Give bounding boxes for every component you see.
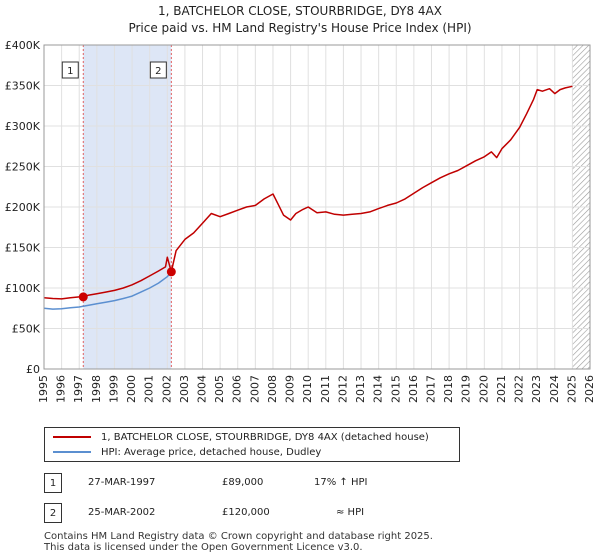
x-tick-label: 2004 — [196, 375, 209, 403]
x-tick-label: 2018 — [442, 375, 455, 403]
legend-swatch-hpi — [53, 451, 91, 453]
x-tick-label: 1997 — [72, 375, 85, 403]
x-tick-label: 2020 — [477, 375, 490, 403]
sale-point — [166, 267, 176, 277]
footer-licence: This data is licensed under the Open Gov… — [44, 542, 363, 553]
x-tick-label: 2015 — [389, 375, 402, 403]
x-tick-label: 2017 — [424, 375, 437, 403]
x-tick-label: 2010 — [301, 375, 314, 403]
x-tick-label: 2019 — [460, 375, 473, 403]
chart-title: 1, BATCHELOR CLOSE, STOURBRIDGE, DY8 4AX — [158, 4, 442, 18]
x-tick-label: 2011 — [319, 375, 332, 403]
sale-label-box — [149, 61, 167, 79]
y-tick-label: £150K — [5, 242, 41, 255]
x-tick-label: 1995 — [37, 375, 50, 403]
legend-swatch-property — [53, 436, 91, 438]
x-tick-label: 2025 — [565, 375, 578, 403]
transaction-price: £89,000 — [222, 477, 264, 488]
y-tick-label: £300K — [5, 120, 41, 133]
y-tick-label: £0 — [26, 363, 40, 376]
x-tick-label: 2024 — [548, 375, 561, 403]
x-tick-label: 2007 — [248, 375, 261, 403]
series-line — [43, 271, 172, 310]
sale-label: 1 — [67, 66, 73, 77]
footer-copyright: Contains HM Land Registry data © Crown c… — [44, 531, 433, 542]
sale-point — [78, 292, 88, 302]
x-tick-label: 2005 — [213, 375, 226, 403]
plot-frame — [43, 44, 591, 370]
x-tick-label: 2006 — [231, 375, 244, 403]
x-tick-label: 1996 — [55, 375, 68, 403]
x-tick-label: 2021 — [495, 375, 508, 403]
x-tick-label: 2014 — [372, 375, 385, 403]
x-tick-label: 2023 — [530, 375, 543, 403]
x-tick-label: 2002 — [160, 375, 173, 403]
legend-label-property: 1, BATCHELOR CLOSE, STOURBRIDGE, DY8 4AX… — [101, 431, 429, 443]
x-tick-label: 2003 — [178, 375, 191, 403]
footer: Contains HM Land Registry data © Crown c… — [44, 531, 433, 553]
y-tick-label: £400K — [5, 39, 41, 52]
y-tick-label: £100K — [5, 282, 41, 295]
x-tick-label: 2009 — [284, 375, 297, 403]
sale-label-box — [61, 61, 79, 79]
x-tick-label: 2016 — [407, 375, 420, 403]
legend-item-hpi: HPI: Average price, detached house, Dudl… — [53, 445, 321, 459]
transaction-date: 27-MAR-1997 — [88, 477, 156, 488]
x-tick-label: 2012 — [336, 375, 349, 403]
x-tick-label: 2001 — [143, 375, 156, 403]
transaction-hpi: 17% ↑ HPI — [314, 477, 368, 488]
y-tick-label: £250K — [5, 161, 41, 174]
transaction-hpi: ≈ HPI — [336, 507, 365, 518]
line-chart: £0 £50K £100K £150K £200K £250K £300K £350K £400… — [5, 39, 596, 403]
y-tick-label: £200K — [5, 201, 41, 214]
y-tick-label: £350K — [5, 80, 41, 93]
x-tick-label: 2000 — [125, 375, 138, 403]
legend-item-property: 1, BATCHELOR CLOSE, STOURBRIDGE, DY8 4AX… — [53, 430, 429, 444]
x-tick-label: 2022 — [513, 375, 526, 403]
x-tick-label: 2026 — [583, 375, 596, 403]
chart-subtitle: Price paid vs. HM Land Registry's House … — [128, 21, 472, 35]
transaction-number: 1 — [44, 473, 62, 493]
legend: 1, BATCHELOR CLOSE, STOURBRIDGE, DY8 4AX… — [44, 427, 460, 462]
legend-label-hpi: HPI: Average price, detached house, Dudl… — [101, 446, 322, 458]
series-line — [43, 85, 573, 300]
y-tick-label: £50K — [12, 323, 41, 336]
sale-label: 2 — [155, 66, 161, 77]
transaction-number: 2 — [44, 503, 62, 523]
x-tick-label: 1998 — [90, 375, 103, 403]
x-tick-label: 1999 — [107, 375, 120, 403]
transaction-date: 25-MAR-2002 — [88, 507, 156, 518]
x-tick-label: 2013 — [354, 375, 367, 403]
x-tick-label: 2008 — [266, 375, 279, 403]
transaction-price: £120,000 — [222, 507, 270, 518]
